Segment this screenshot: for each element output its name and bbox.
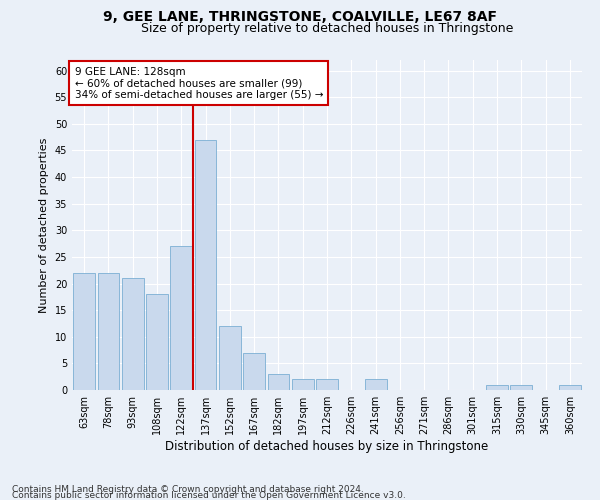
Bar [219, 326, 241, 390]
Bar [292, 380, 314, 390]
Bar [316, 380, 338, 390]
Text: Contains public sector information licensed under the Open Government Licence v3: Contains public sector information licen… [12, 490, 406, 500]
Bar [194, 140, 217, 390]
Bar [365, 380, 386, 390]
Title: Size of property relative to detached houses in Thringstone: Size of property relative to detached ho… [141, 22, 513, 35]
Bar [511, 384, 532, 390]
X-axis label: Distribution of detached houses by size in Thringstone: Distribution of detached houses by size … [166, 440, 488, 453]
Y-axis label: Number of detached properties: Number of detached properties [39, 138, 49, 312]
Bar [486, 384, 508, 390]
Bar [243, 352, 265, 390]
Bar [268, 374, 289, 390]
Bar [73, 273, 95, 390]
Bar [97, 273, 119, 390]
Bar [170, 246, 192, 390]
Bar [122, 278, 143, 390]
Text: Contains HM Land Registry data © Crown copyright and database right 2024.: Contains HM Land Registry data © Crown c… [12, 484, 364, 494]
Text: 9 GEE LANE: 128sqm
← 60% of detached houses are smaller (99)
34% of semi-detache: 9 GEE LANE: 128sqm ← 60% of detached hou… [74, 66, 323, 100]
Text: 9, GEE LANE, THRINGSTONE, COALVILLE, LE67 8AF: 9, GEE LANE, THRINGSTONE, COALVILLE, LE6… [103, 10, 497, 24]
Bar [559, 384, 581, 390]
Bar [146, 294, 168, 390]
